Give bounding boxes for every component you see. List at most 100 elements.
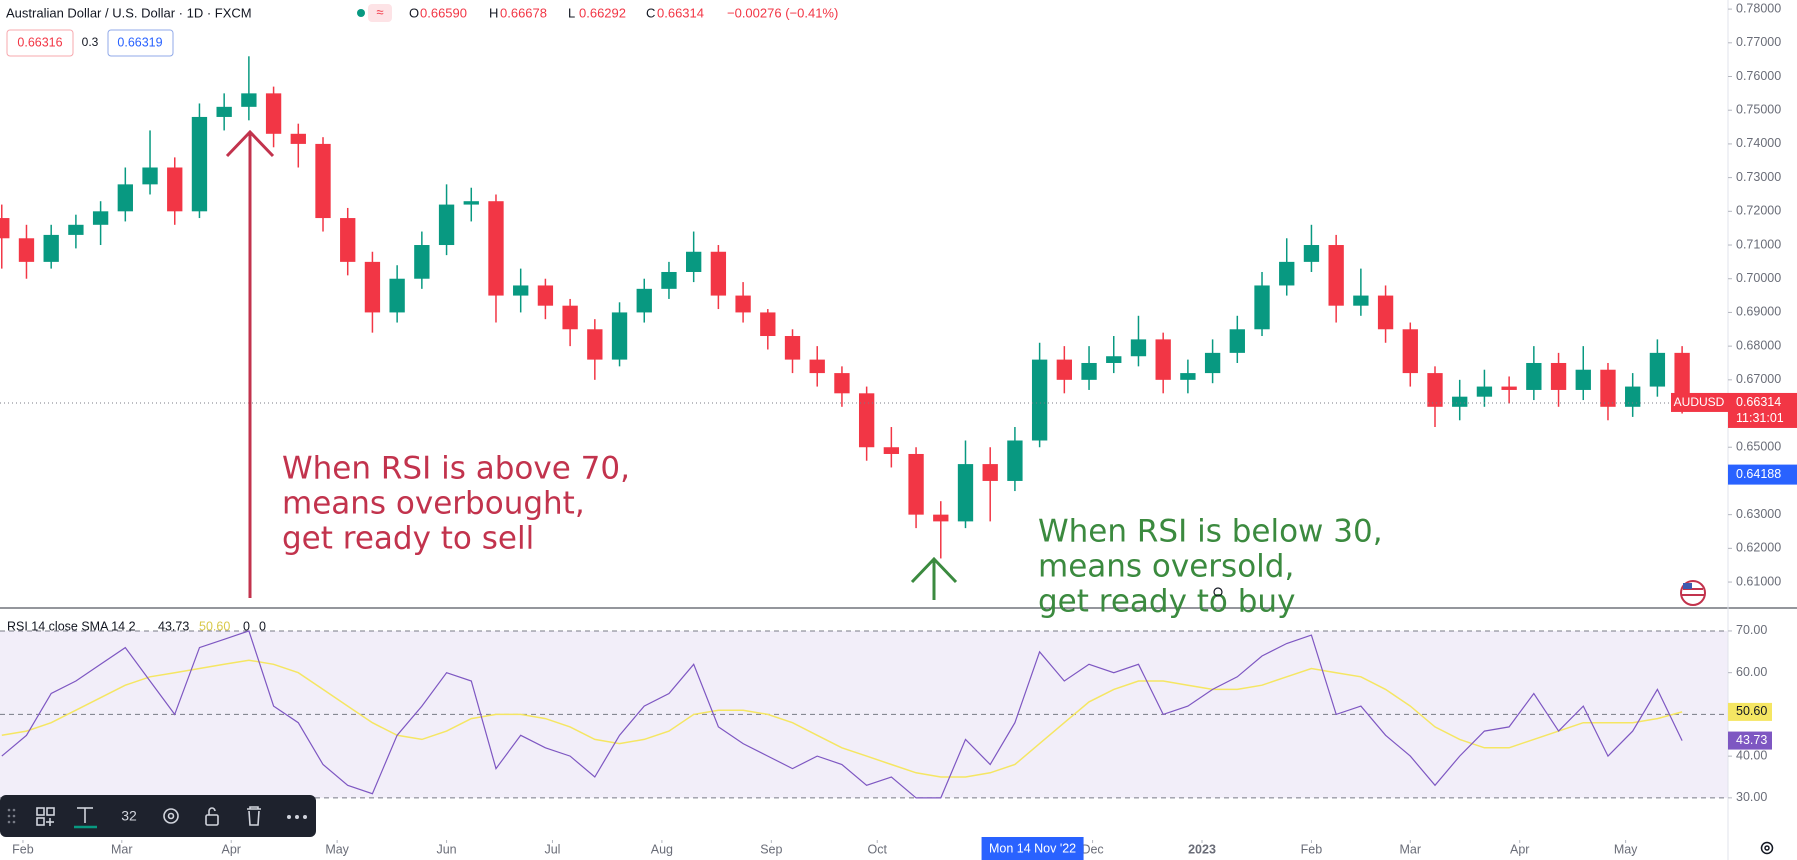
candle-body [18, 238, 35, 262]
indicator-title: RSI 14 close SMA 14 2 [7, 619, 136, 633]
candle-body [1155, 339, 1171, 380]
y-tick-label: 0.74000 [1736, 136, 1781, 150]
last-value-tag [1728, 731, 1772, 750]
tool-lock[interactable] [205, 814, 219, 826]
annotation-line: means overbought, [282, 486, 585, 522]
x-tick-label: Jul [544, 842, 560, 856]
last-value-tag [1728, 702, 1772, 721]
x-tick-label: Feb [1301, 842, 1323, 856]
candle-body [735, 295, 751, 313]
cursor [1213, 587, 1223, 597]
quote-key: C [646, 5, 655, 20]
candle-body [290, 133, 306, 144]
y-tick-label: 0.63000 [1736, 507, 1781, 521]
y-tick-label: 0.65000 [1736, 440, 1781, 454]
rsi-line [1, 659, 1683, 778]
annotation-line: get ready to buy [1038, 584, 1295, 620]
candle-body [438, 204, 455, 246]
candle-body [982, 464, 998, 481]
y-tick-label: 70.00 [1736, 623, 1767, 637]
y-tick-label: 60.00 [1736, 665, 1767, 679]
font-size[interactable]: 32 [121, 808, 137, 824]
candle-body [1625, 386, 1641, 407]
candle-body [1229, 329, 1245, 353]
y-tick-label: 0.68000 [1736, 338, 1781, 352]
candle-body [1007, 440, 1023, 481]
legend-value: 50.60 [199, 619, 230, 633]
tool-delete[interactable] [247, 806, 261, 826]
legend-value: 0 [259, 619, 266, 633]
y-tick-label: 30.00 [1736, 790, 1767, 804]
candle-body [784, 336, 801, 360]
y-tick-label: 0.77000 [1736, 35, 1781, 49]
candle-body [933, 514, 949, 522]
candle-body [1031, 359, 1048, 441]
y-tick-label: 0.72000 [1736, 204, 1781, 218]
annotation-line: get ready to sell [282, 521, 534, 557]
x-tick-label: Sep [760, 842, 782, 856]
candle-body [957, 464, 974, 522]
candle-body [636, 288, 652, 313]
x-tick-label: Jun [436, 842, 456, 856]
candle-body [68, 224, 84, 235]
candle-body [1081, 362, 1097, 380]
candle-body [0, 218, 10, 239]
y-tick-label: 40.00 [1736, 748, 1767, 762]
candle-body [1106, 356, 1122, 363]
y-tick-label: 0.62000 [1736, 541, 1781, 555]
quote-value: 0.66314 [657, 5, 704, 20]
last-value-label: 43.73 [1736, 733, 1767, 747]
candle-body [1180, 373, 1196, 380]
y-tick-label: 0.61000 [1736, 574, 1781, 588]
tool-settings[interactable] [163, 808, 179, 824]
drawing-toolbar: 32 [0, 795, 316, 837]
candle-body [1279, 261, 1295, 286]
candle-body [1452, 396, 1468, 407]
legend-value: 0 [243, 619, 250, 633]
y-tick-label: 0.78000 [1736, 1, 1781, 15]
last-value-label: 50.60 [1736, 704, 1767, 718]
crosshair-tag [981, 837, 1084, 860]
candle-body [488, 201, 504, 296]
sell-button[interactable] [6, 29, 74, 57]
tool-more[interactable] [287, 815, 307, 819]
y-tick-label: 0.73000 [1736, 170, 1781, 184]
candle-body [117, 184, 133, 212]
candle-body [1575, 369, 1591, 390]
candle-body [1204, 352, 1221, 374]
quote-value: 0.66292 [579, 5, 626, 20]
candle-body [92, 211, 109, 225]
x-tick-label: Mar [1400, 842, 1422, 856]
candle-body [611, 312, 628, 360]
candle-body [1402, 329, 1418, 374]
crosshair-label: Mon 14 Nov '22 [989, 841, 1076, 855]
y-tick-label: 0.76000 [1736, 69, 1781, 83]
quote-key: L [568, 5, 575, 20]
sell-price[interactable]: 0.66316 [17, 35, 62, 49]
candle-body [1526, 362, 1542, 390]
x-tick-label: Apr [1510, 842, 1529, 856]
y-tick-label: 0.71000 [1736, 237, 1781, 251]
candle-body [661, 271, 677, 289]
price-line-tag [1728, 464, 1797, 485]
candle-body [537, 285, 554, 306]
candle-body [1130, 339, 1147, 357]
candle-body [1303, 245, 1320, 262]
tool-templates[interactable] [36, 807, 45, 816]
settings-icon[interactable] [1760, 841, 1774, 855]
countdown: 11:31:01 [1736, 411, 1784, 425]
quote-value: 0.66590 [420, 5, 467, 20]
x-tick-label: Dec [1081, 842, 1103, 856]
buy-price[interactable]: 0.66319 [117, 35, 162, 49]
candle-body [809, 359, 825, 374]
spread: 0.3 [82, 35, 99, 49]
buy-button[interactable] [107, 29, 174, 57]
candle-body [43, 234, 59, 262]
candle-body [883, 447, 900, 454]
quote-key: O [409, 5, 419, 20]
candle-body [908, 453, 924, 515]
candle-body [760, 312, 776, 337]
symbol-title: Australian Dollar / U.S. Dollar · 1D · F… [6, 5, 252, 20]
last-price-label: 0.66314 [1736, 395, 1781, 409]
